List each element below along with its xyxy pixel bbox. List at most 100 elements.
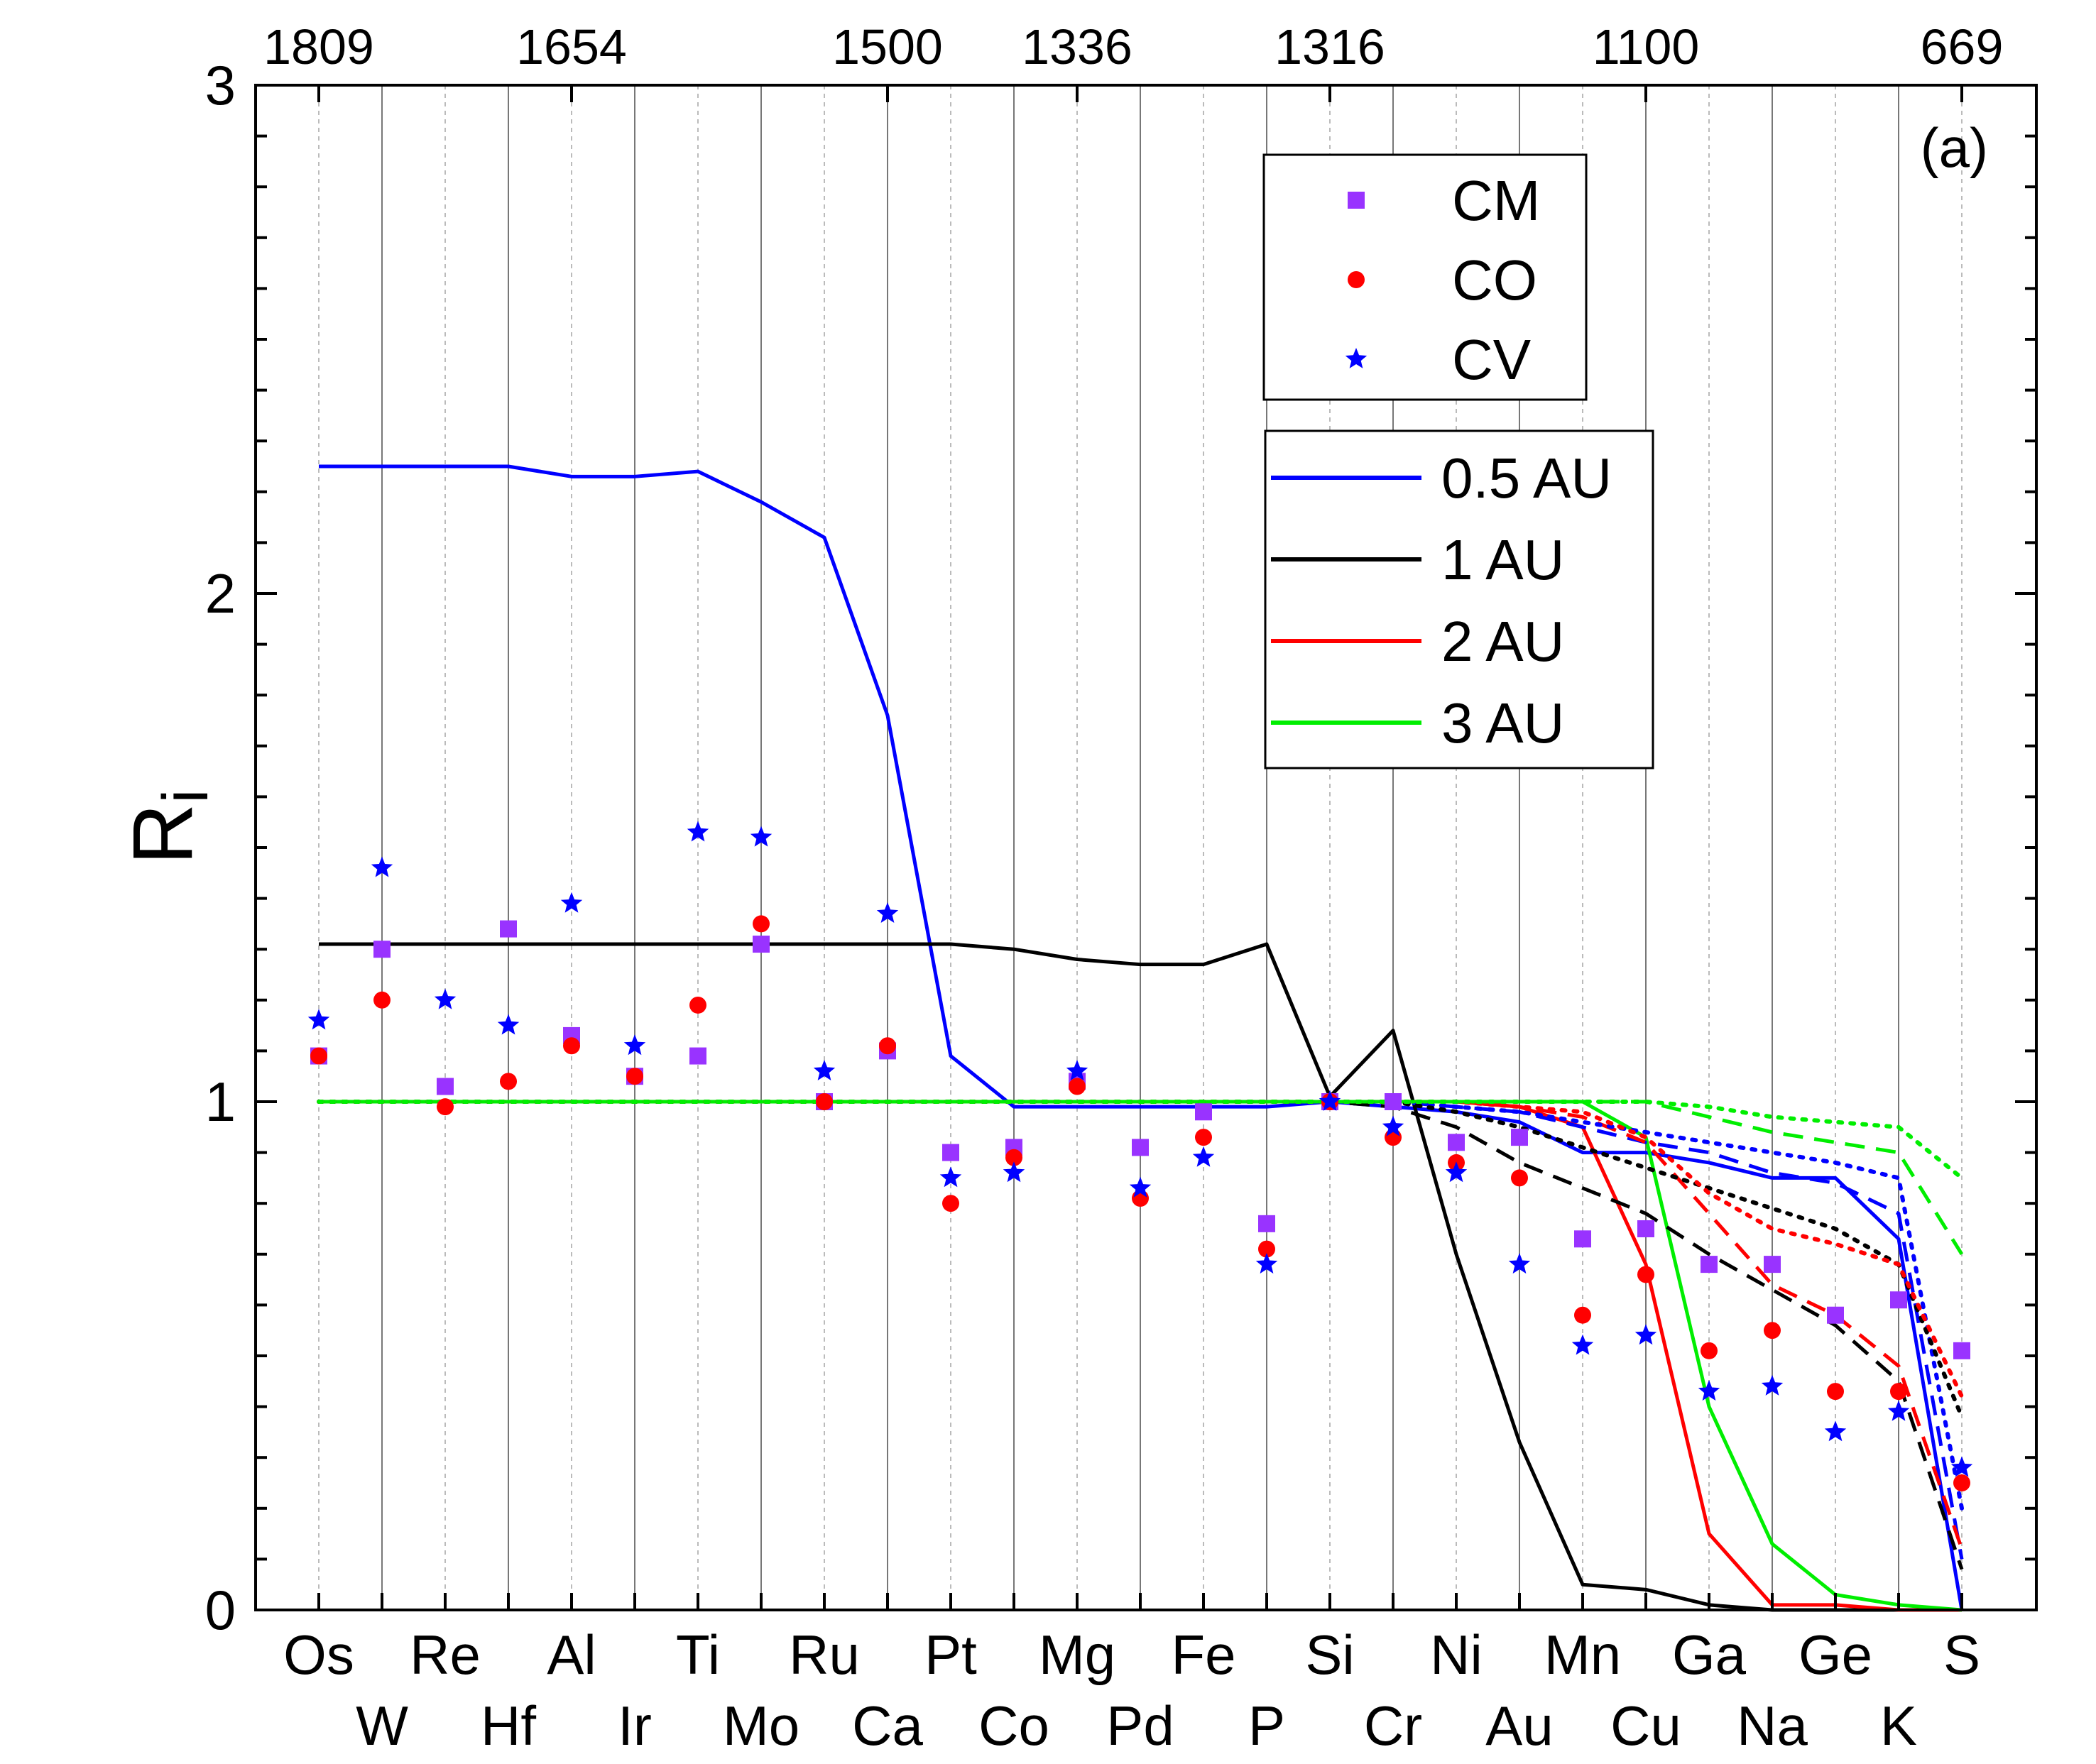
point-cv-re (434, 988, 457, 1009)
x-tick-label-mo: Mo (723, 1694, 799, 1757)
point-co-mn (1574, 1306, 1591, 1324)
top-tick-label-1316: 1316 (1274, 19, 1385, 75)
legend-label-co: CO (1452, 248, 1537, 312)
point-cm-au (1511, 1129, 1528, 1146)
x-tick-label-ca: Ca (852, 1694, 923, 1757)
point-co-k (1890, 1383, 1907, 1401)
x-tick-label-cu: Cu (1610, 1694, 1681, 1757)
point-cv-fe (1192, 1146, 1215, 1167)
point-co-p (1258, 1240, 1275, 1258)
point-co-mg (1069, 1078, 1086, 1095)
x-tick-label-ni: Ni (1430, 1623, 1483, 1686)
point-co-ru (816, 1093, 833, 1110)
legend-label-3-au: 3 AU (1441, 691, 1564, 755)
scatter-layer (307, 821, 1973, 1491)
point-cv-ru (813, 1060, 836, 1080)
x-tick-label-co: Co (978, 1694, 1049, 1757)
y-axis-label: Ri (115, 789, 222, 865)
point-cv-p (1255, 1253, 1278, 1274)
point-cm-pd (1132, 1139, 1149, 1156)
point-cv-pd (1129, 1176, 1152, 1198)
point-cm-k (1890, 1291, 1907, 1309)
point-cv-hf (497, 1014, 520, 1035)
point-co-w (373, 991, 391, 1009)
point-cv-pt (939, 1166, 962, 1188)
series-line-0-5-au (319, 464, 1964, 1611)
legend-label-cm: CM (1452, 169, 1540, 232)
top-tick-label-1336: 1336 (1022, 19, 1132, 75)
point-cv-k (1887, 1400, 1910, 1421)
point-co-na (1764, 1322, 1781, 1340)
point-cm-s (1953, 1342, 1970, 1359)
x-tick-label-pd: Pd (1106, 1694, 1174, 1757)
point-co-cu (1637, 1266, 1654, 1283)
y-tick-label-0: 0 (205, 1579, 236, 1641)
point-cv-mg (1066, 1060, 1088, 1080)
point-cm-mn (1574, 1230, 1591, 1248)
y-tick-label-3: 3 (205, 54, 236, 116)
series-layer (317, 464, 1964, 1612)
point-cm-pt (942, 1144, 959, 1161)
point-cv-cr (1382, 1115, 1404, 1136)
x-tick-label-mn: Mn (1544, 1623, 1621, 1686)
y-tick-label-2: 2 (205, 562, 236, 625)
top-tick-label-1100: 1100 (1593, 19, 1700, 75)
point-cm-mo (753, 936, 770, 953)
x-tick-label-os: Os (283, 1623, 354, 1686)
point-co-fe (1195, 1129, 1212, 1146)
x-tick-label-ti: Ti (676, 1623, 720, 1686)
point-cm-p (1258, 1215, 1275, 1232)
point-cv-si (1319, 1090, 1341, 1111)
x-tick-label-al: Al (547, 1623, 596, 1686)
series-line-1-au (319, 942, 1962, 1612)
legend-label-cv: CV (1452, 328, 1532, 391)
x-tick-label-au: Au (1485, 1694, 1553, 1757)
x-tick-label-hf: Hf (481, 1694, 536, 1757)
legend-layer: CM CO CV 0.5 AU 1 AU 2 AU 3 AU (1262, 153, 1654, 769)
point-cm-ga (1701, 1256, 1718, 1273)
point-cv-co (1003, 1161, 1025, 1183)
point-cm-ge (1827, 1306, 1844, 1324)
point-co-s (1953, 1474, 1970, 1491)
point-cv-na (1761, 1375, 1784, 1396)
series-line-3-au-dotted (317, 1100, 1964, 1180)
point-co-ga (1701, 1342, 1718, 1359)
legend-box-lines (1264, 429, 1654, 769)
legend-box-scatter (1262, 153, 1588, 401)
x-tick-label-ga: Ga (1672, 1623, 1747, 1686)
point-cv-al (560, 892, 583, 913)
legend-label-2-au: 2 AU (1441, 610, 1564, 673)
x-tick-label-w: W (356, 1694, 408, 1757)
top-tick-label-1500: 1500 (832, 19, 943, 75)
point-cv-mo (750, 826, 773, 847)
point-cm-w (373, 941, 391, 958)
point-cm-ni (1448, 1134, 1465, 1151)
point-co-pt (942, 1195, 959, 1212)
point-cv-ni (1445, 1161, 1468, 1183)
top-tick-label-669: 669 (1921, 19, 2004, 75)
legend-label-0-5-au: 0.5 AU (1441, 447, 1612, 510)
x-tick-label-si: Si (1305, 1623, 1354, 1686)
point-cm-cu (1637, 1220, 1654, 1237)
x-tick-label-na: Na (1737, 1694, 1808, 1757)
point-co-mo (753, 915, 770, 933)
point-cm-na (1764, 1256, 1781, 1273)
point-co-ca (879, 1037, 896, 1055)
point-cm-ti (689, 1047, 706, 1065)
legend-marker-cv (1345, 348, 1368, 368)
y-axis-label-subscript: i (151, 789, 222, 804)
point-cv-s (1950, 1456, 1973, 1477)
point-co-au (1511, 1169, 1528, 1187)
point-cv-ir (623, 1034, 646, 1056)
point-co-os (310, 1047, 327, 1065)
point-co-ge (1827, 1383, 1844, 1401)
plot-frame (254, 84, 2038, 1611)
point-co-hf (500, 1073, 517, 1090)
point-cm-re (437, 1078, 454, 1095)
x-tick-label-pt: Pt (924, 1623, 977, 1686)
y-tick-label-1: 1 (205, 1070, 236, 1133)
x-tick-label-mg: Mg (1039, 1623, 1115, 1686)
